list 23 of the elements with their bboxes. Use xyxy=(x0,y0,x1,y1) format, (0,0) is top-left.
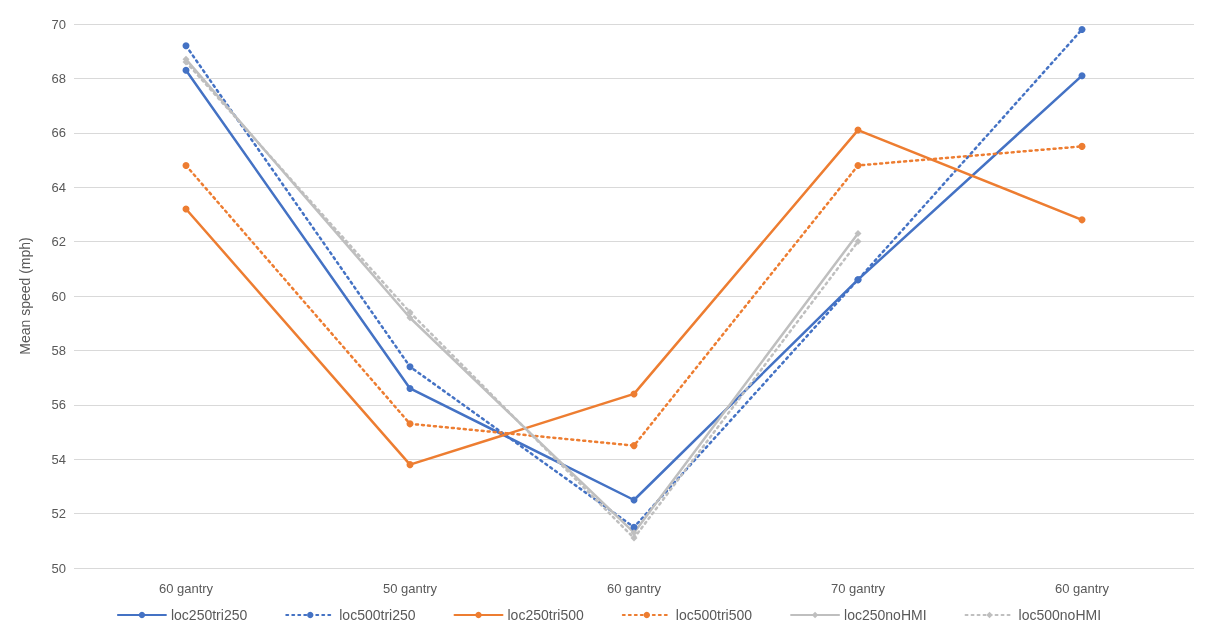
legend-label: loc500tri250 xyxy=(339,607,416,623)
x-tick-label: 60 gantry xyxy=(158,581,214,596)
y-tick-label: 54 xyxy=(51,451,66,467)
x-tick-label: 50 gantry xyxy=(382,581,438,596)
legend-label: loc500tri500 xyxy=(675,607,753,623)
x-tick-label: 60 gantry xyxy=(1054,581,1110,596)
y-tick-label: 60 xyxy=(51,288,66,304)
legend-label: loc250tri500 xyxy=(507,607,584,623)
legend-label: loc500noHMI xyxy=(1018,607,1102,623)
y-tick-label: 70 xyxy=(51,16,66,32)
x-tick-label: 60 gantry xyxy=(606,581,662,596)
y-axis-title: Mean speed (mph) xyxy=(17,237,33,355)
legend-label: loc250tri250 xyxy=(170,607,248,623)
legend-label: loc250noHMI xyxy=(844,607,927,623)
y-tick-label: 68 xyxy=(51,70,66,86)
x-tick-label: 70 gantry xyxy=(830,581,886,596)
y-tick-label: 66 xyxy=(51,125,66,141)
y-tick-label: 56 xyxy=(51,397,66,413)
y-tick-label: 58 xyxy=(51,342,66,358)
y-tick-label: 62 xyxy=(51,234,66,250)
y-tick-label: 50 xyxy=(51,560,66,576)
y-tick-label: 64 xyxy=(51,179,66,195)
y-tick-label: 52 xyxy=(51,506,66,522)
